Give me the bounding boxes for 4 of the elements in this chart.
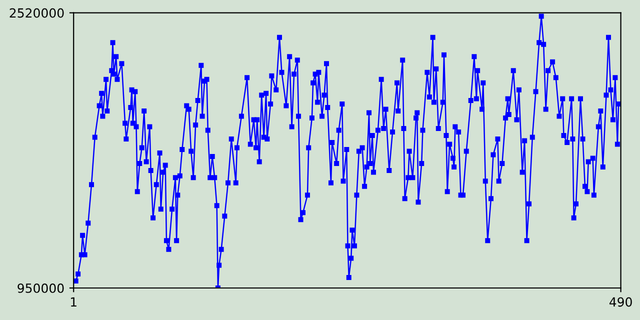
x-tick-label: 1 — [70, 297, 76, 307]
y-tick-label: 2520000 — [10, 8, 64, 18]
y-tick-label: 950000 — [18, 283, 64, 293]
x-tick-label: 490 — [609, 297, 632, 307]
